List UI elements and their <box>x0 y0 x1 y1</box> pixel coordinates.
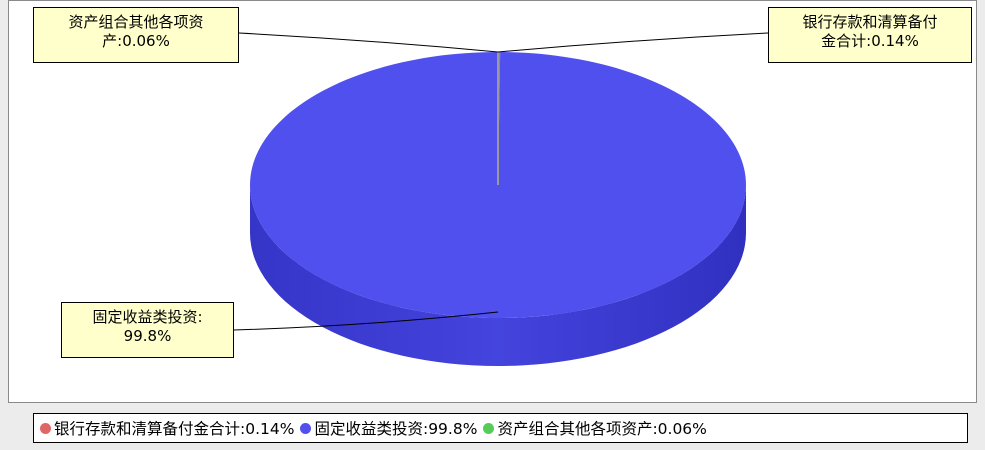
legend-swatch-other-assets <box>483 422 495 434</box>
pie-slice <box>249 52 746 318</box>
slice-callout: 固定收益类投资: 99.8% <box>61 302 234 358</box>
legend-label: 固定收益类投资:99.8% <box>314 420 478 438</box>
callout-text: 资产组合其他各项资 <box>68 13 204 31</box>
legend-item: 银行存款和清算备付金合计:0.14% <box>40 417 294 439</box>
callout-leader-line <box>238 32 499 53</box>
legend-label: 银行存款和清算备付金合计:0.14% <box>54 420 295 438</box>
callout-text: 固定收益类投资: <box>92 308 203 326</box>
callout-leader-line <box>233 311 499 331</box>
callout-text: 银行存款和清算备付 <box>802 13 938 31</box>
legend-swatch-bank-deposits <box>40 422 51 434</box>
legend-label: 资产组合其他各项资产:0.06% <box>497 420 707 438</box>
pie-side-wall <box>250 185 746 366</box>
callout-text: 金合计:0.14% <box>821 32 919 50</box>
callout-text: 99.8% <box>123 327 172 345</box>
legend: 银行存款和清算备付金合计:0.14% 固定收益类投资:99.8% 资产组合其他各… <box>33 413 968 443</box>
slice-callout: 银行存款和清算备付 金合计:0.14% <box>768 7 972 63</box>
callout-text: 产:0.06% <box>102 32 170 50</box>
slice-callout: 资产组合其他各项资 产:0.06% <box>33 7 239 63</box>
legend-swatch-fixed-income <box>300 422 312 434</box>
legend-item: 资产组合其他各项资产:0.06% <box>483 417 707 439</box>
callout-leader-line <box>497 32 769 53</box>
legend-item: 固定收益类投资:99.8% <box>300 417 477 439</box>
